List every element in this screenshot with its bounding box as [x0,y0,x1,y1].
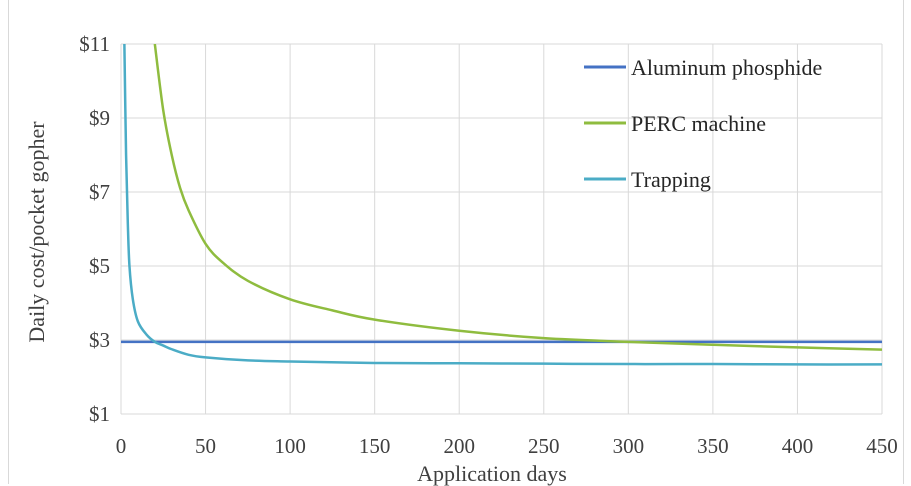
x-tick-label: 300 [613,434,645,458]
y-tick-label: $3 [89,328,110,352]
y-tick-label: $9 [89,106,110,130]
y-tick-label: $1 [89,402,110,426]
y-tick-label: $5 [89,254,110,278]
y-axis-title: Daily cost/pocket gopher [24,121,49,343]
tick-labels: 0 50 100 150 200 250 300 350 400 450 $1 $3 $5 $7 $9 $11 [79,32,897,458]
x-tick-label: 150 [359,434,391,458]
legend: Aluminum phosphide PERC machine Trapping [584,55,822,192]
y-tick-label: $11 [79,32,110,56]
x-tick-label: 350 [697,434,729,458]
x-tick-label: 200 [443,434,475,458]
grid-lines [120,43,883,415]
x-axis-title: Application days [417,461,567,486]
series-line-trapping [123,44,882,366]
series-line-perc-machine [153,44,882,351]
x-tick-label: 100 [274,434,306,458]
x-tick-label: 0 [116,434,127,458]
series-lines [121,44,882,366]
x-tick-label: 400 [782,434,814,458]
x-tick-label: 450 [866,434,898,458]
legend-label-trapping: Trapping [631,167,711,192]
x-tick-label: 250 [528,434,560,458]
legend-label-perc-machine: PERC machine [631,111,766,136]
chart-frame [8,0,904,484]
x-tick-label: 50 [195,434,216,458]
legend-label-aluminum-phosphide: Aluminum phosphide [631,55,822,80]
y-tick-label: $7 [89,180,110,204]
